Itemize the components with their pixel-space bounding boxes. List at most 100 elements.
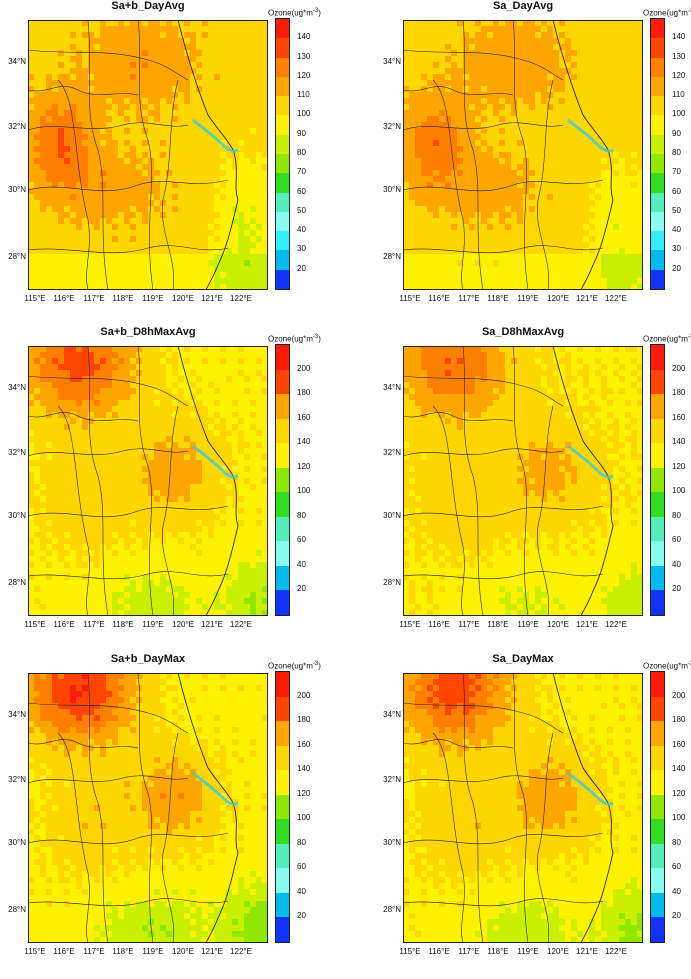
longitude-tick-label: 116°E	[53, 947, 75, 956]
colorbar-tick-label: 180	[672, 715, 686, 725]
colorbar-segment	[276, 843, 289, 869]
colorbar-segment	[651, 369, 664, 395]
longitude-tick-label: 121°E	[576, 620, 598, 629]
map-frame	[403, 346, 643, 616]
longitude-tick-label: 118°E	[112, 294, 134, 303]
colorbar-segment	[651, 418, 664, 444]
colorbar-segment	[651, 211, 664, 232]
longitude-tick-label: 118°E	[487, 620, 509, 629]
map-frame	[28, 673, 268, 943]
latitude-tick-label: 34°N	[8, 57, 26, 66]
colorbar-segment	[276, 134, 289, 155]
colorbar-tick-label: 50	[297, 205, 306, 215]
colorbar-tick-label: 20	[672, 263, 681, 273]
longitude-tick-label: 115°E	[399, 620, 421, 629]
longitude-tick-label: 120°E	[547, 620, 569, 629]
colorbar-segment	[276, 917, 289, 943]
colorbar-tick-label: 110	[672, 90, 685, 100]
latitude-tick-label: 30°N	[383, 185, 401, 194]
colorbar	[650, 18, 665, 290]
colorbar-tick-label: 160	[297, 412, 311, 422]
colorbar-segment	[651, 345, 664, 371]
latitude-tick-label: 28°N	[383, 252, 401, 261]
panel-title: Sa+b_DayMax	[110, 653, 186, 665]
colorbar-tick-label: 100	[297, 109, 311, 119]
colorbar-segment	[651, 721, 664, 747]
longitude-tick-label: 117°E	[458, 947, 480, 956]
colorbar-segment	[276, 819, 289, 845]
latitude-tick-label: 32°N	[8, 448, 26, 457]
colorbar	[650, 344, 665, 616]
colorbar-tick-label: 100	[297, 813, 311, 823]
latitude-tick-label: 32°N	[383, 448, 401, 457]
colorbar-title: Ozone(ug*m-3)	[643, 661, 691, 671]
colorbar-tick-label: 20	[297, 263, 306, 273]
colorbar-segment	[276, 541, 289, 567]
colorbar-tick-label: 120	[672, 70, 686, 80]
colorbar-tick-label: 100	[297, 486, 311, 496]
colorbar-tick-label: 140	[297, 437, 311, 447]
latitude-tick-label: 34°N	[8, 710, 26, 719]
latitude-tick-label: 30°N	[8, 185, 26, 194]
colorbar-segment	[276, 173, 289, 194]
colorbar-tick-label: 60	[297, 186, 306, 196]
colorbar-tick-label: 160	[297, 739, 311, 749]
colorbar-tick-label: 40	[672, 559, 681, 569]
colorbar-tick-label: 40	[297, 559, 306, 569]
longitude-tick-label: 121°E	[576, 947, 598, 956]
colorbar	[650, 671, 665, 943]
colorbar-segment	[276, 345, 289, 371]
colorbar-segment	[651, 250, 664, 271]
longitude-tick-label: 119°E	[517, 294, 539, 303]
colorbar-segment	[276, 269, 289, 290]
latitude-tick-label: 32°N	[383, 775, 401, 784]
colorbar-segment	[651, 96, 664, 116]
longitude-tick-label: 120°E	[547, 294, 569, 303]
panel-title: Sa_D8hMaxAvg	[481, 326, 565, 338]
colorbar-title: Ozone(ug*m-3)	[268, 334, 321, 344]
colorbar-segment	[276, 696, 289, 722]
latitude-tick-label: 30°N	[8, 838, 26, 847]
longitude-tick-label: 117°E	[83, 947, 105, 956]
colorbar	[275, 18, 290, 290]
longitude-tick-label: 118°E	[112, 620, 134, 629]
colorbar-tick-label: 80	[672, 510, 681, 520]
map-frame	[403, 20, 643, 290]
colorbar	[275, 344, 290, 616]
longitude-tick-label: 117°E	[83, 620, 105, 629]
latitude-tick-label: 32°N	[8, 122, 26, 131]
colorbar-tick-label: 120	[672, 461, 686, 471]
colorbar-segment	[651, 868, 664, 894]
latitude-tick-label: 30°N	[8, 511, 26, 520]
colorbar-tick-label: 110	[297, 90, 310, 100]
colorbar-tick-label: 200	[672, 690, 686, 700]
colorbar-segment	[651, 134, 664, 155]
colorbar-segment	[276, 394, 289, 420]
colorbar-segment	[651, 173, 664, 194]
latitude-tick-label: 28°N	[8, 252, 26, 261]
longitude-tick-label: 121°E	[201, 947, 223, 956]
colorbar-tick-label: 140	[672, 32, 686, 42]
longitude-tick-label: 116°E	[53, 620, 75, 629]
latitude-tick-label: 28°N	[383, 578, 401, 587]
colorbar-segment	[651, 76, 664, 97]
longitude-tick-label: 116°E	[53, 294, 75, 303]
colorbar-segment	[651, 843, 664, 869]
longitude-tick-label: 119°E	[142, 294, 164, 303]
longitude-tick-label: 116°E	[428, 294, 450, 303]
colorbar-tick-label: 120	[672, 788, 686, 798]
ozone-field-map	[28, 20, 268, 290]
longitude-tick-label: 121°E	[201, 620, 223, 629]
longitude-tick-label: 122°E	[230, 620, 252, 629]
colorbar-tick-label: 160	[672, 739, 686, 749]
latitude-tick-label: 28°N	[8, 905, 26, 914]
map-panel: Sa+b_DayAvg 34°N 32°N 30°N 28°N 115°E 116°E 117…	[0, 0, 345, 326]
colorbar-tick-label: 130	[672, 51, 686, 61]
longitude-tick-label: 119°E	[517, 947, 539, 956]
colorbar-segment	[651, 19, 664, 39]
colorbar-segment	[276, 57, 289, 78]
colorbar-tick-label: 70	[297, 167, 306, 177]
map-panel: Sa_D8hMaxAvg 34°N 32°N 30°N 28°N 115°E 116°E 11…	[375, 326, 691, 652]
colorbar-tick-label: 120	[297, 461, 311, 471]
colorbar-segment	[276, 892, 289, 918]
